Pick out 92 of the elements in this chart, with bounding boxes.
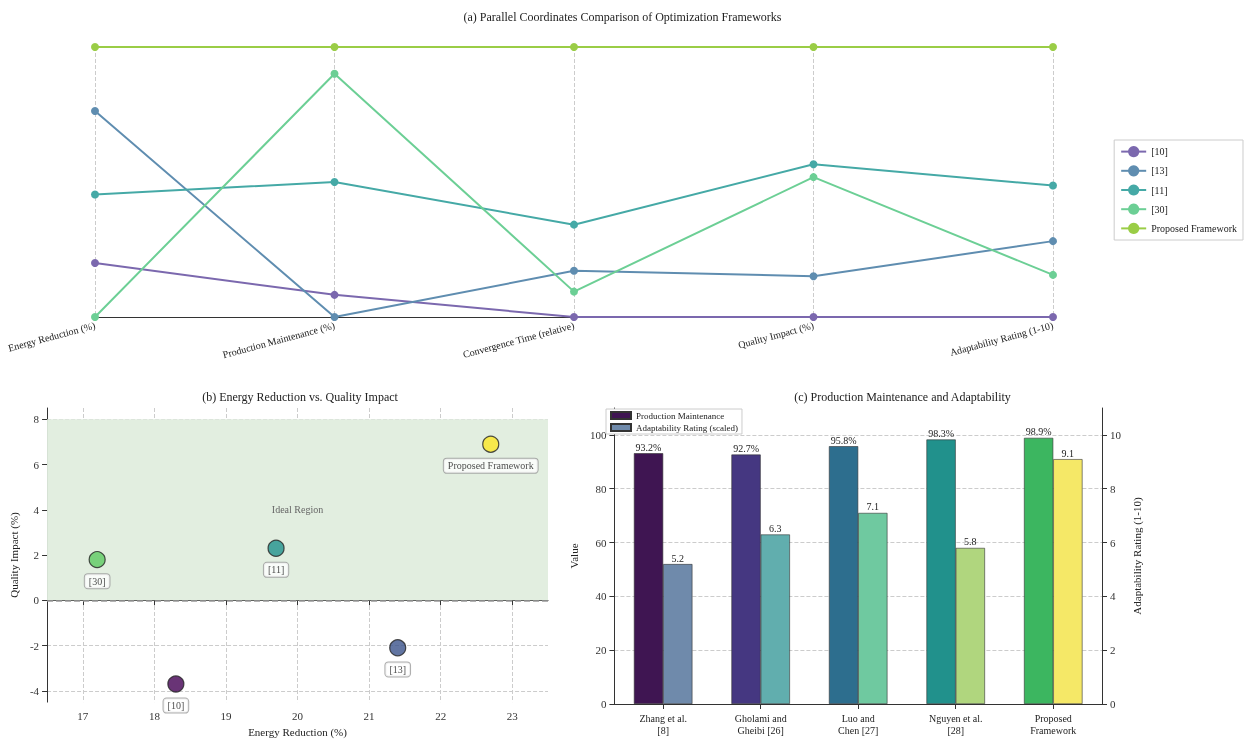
x-tick-label: 19: [220, 709, 232, 722]
data-label: 5.2: [671, 552, 685, 564]
x-tick-label: 21: [363, 709, 375, 722]
point: [1049, 237, 1057, 246]
point: [570, 313, 578, 321]
x-tick-label: Luo and Chen [27]: [838, 712, 879, 736]
legend-label: Proposed Framework: [1151, 222, 1238, 234]
point: [809, 313, 818, 321]
y-axis-title: Value: [567, 543, 580, 569]
y-tick-label: 0: [33, 594, 40, 607]
data-label: 9.1: [1061, 447, 1075, 459]
data-label: 92.7%: [733, 443, 759, 455]
x-tick-label: 20: [292, 709, 304, 722]
point: [330, 43, 339, 51]
x-tick-label: 23: [506, 709, 519, 722]
y-tick-label: -4: [29, 684, 40, 697]
point: [91, 106, 99, 115]
chart-title: (b) Energy Reduction vs. Quality Impact: [202, 390, 399, 404]
y-tick-label: 80: [595, 482, 607, 495]
point: [389, 639, 407, 657]
x-tick-label: 17: [77, 709, 89, 722]
point: [267, 539, 285, 557]
data-label: 98.9%: [1025, 426, 1052, 438]
y-tick-label: 40: [595, 590, 607, 603]
x-tick-label: Zhang et al. [8]: [639, 712, 687, 736]
y-tick-label: 6: [33, 458, 40, 471]
point: [91, 43, 99, 51]
legend-label: [30]: [1151, 203, 1168, 215]
x-tick-label: Quality Impact (%): [736, 319, 816, 352]
data-label: 98.3%: [928, 427, 955, 439]
y2-tick-label: 6: [1110, 536, 1116, 549]
legend-label: [11]: [1151, 184, 1168, 196]
y-tick-label: 60: [595, 536, 607, 549]
point: [482, 435, 500, 453]
point: [809, 43, 818, 51]
series-label: [13]: [389, 663, 407, 675]
y-tick-label: -2: [29, 639, 40, 652]
y-tick-label: 0: [600, 698, 607, 710]
point: [1049, 313, 1057, 321]
point: [330, 290, 339, 299]
point: [91, 313, 99, 321]
point: [330, 313, 339, 321]
legend-label: [10]: [1151, 146, 1168, 158]
point: [88, 550, 106, 569]
y2-axis-title: Adaptability Rating (1-10): [1131, 497, 1145, 615]
y2-tick-label: 8: [1110, 482, 1116, 495]
point: [809, 272, 818, 281]
x-tick-label: 18: [148, 709, 161, 722]
point: [809, 160, 818, 169]
point: [167, 675, 185, 693]
y-tick-label: 8: [33, 413, 40, 426]
series-label: [30]: [88, 575, 106, 587]
series-label: [10]: [167, 700, 185, 712]
point: [570, 43, 578, 51]
point: [1049, 43, 1057, 51]
data-label: 93.2%: [635, 441, 662, 453]
y2-tick-label: 4: [1110, 590, 1116, 603]
band-label: Ideal Region: [271, 504, 324, 516]
y-tick-label: 2: [33, 549, 40, 562]
point: [330, 178, 339, 186]
data-label: 95.8%: [830, 434, 857, 446]
legend-label: Adaptability Rating (scaled): [636, 422, 738, 433]
y-tick-label: 100: [589, 428, 607, 441]
point: [330, 69, 339, 78]
chart-title: (c) Production Maintenance and Adaptability: [794, 390, 1011, 404]
data-label: 7.1: [866, 501, 880, 513]
x-tick-label: Proposed Framework: [1030, 712, 1077, 736]
legend-label: [13]: [1151, 165, 1168, 177]
chart-title: (a) Parallel Coordinates Comparison of Optimization Frameworks: [463, 10, 782, 24]
series-label: [11]: [267, 564, 285, 576]
x-tick-label: Nguyen et al. [28]: [928, 712, 983, 736]
series-label: Proposed Framework: [447, 460, 534, 472]
y-tick-label: 4: [33, 503, 40, 516]
y2-tick-label: 10: [1110, 428, 1122, 441]
x-tick-label: Gholami and Gheibi [26]: [734, 712, 787, 736]
point: [1049, 270, 1057, 279]
point: [809, 173, 818, 182]
point: [570, 266, 578, 275]
data-label: 5.8: [964, 536, 977, 548]
y2-tick-label: 0: [1110, 698, 1116, 710]
point: [91, 190, 99, 199]
y-tick-label: 20: [595, 644, 607, 657]
y-axis-title: Quality Impact (%): [7, 511, 21, 598]
x-tick-label: 22: [435, 709, 447, 722]
point: [570, 287, 578, 296]
point: [1049, 181, 1057, 190]
x-tick-label: Energy Reduction (%): [6, 319, 97, 355]
legend-label: Production Maintenance: [636, 410, 725, 421]
data-label: 6.3: [769, 522, 782, 534]
point: [570, 220, 578, 229]
point: [91, 259, 99, 267]
y2-tick-label: 2: [1110, 644, 1116, 657]
